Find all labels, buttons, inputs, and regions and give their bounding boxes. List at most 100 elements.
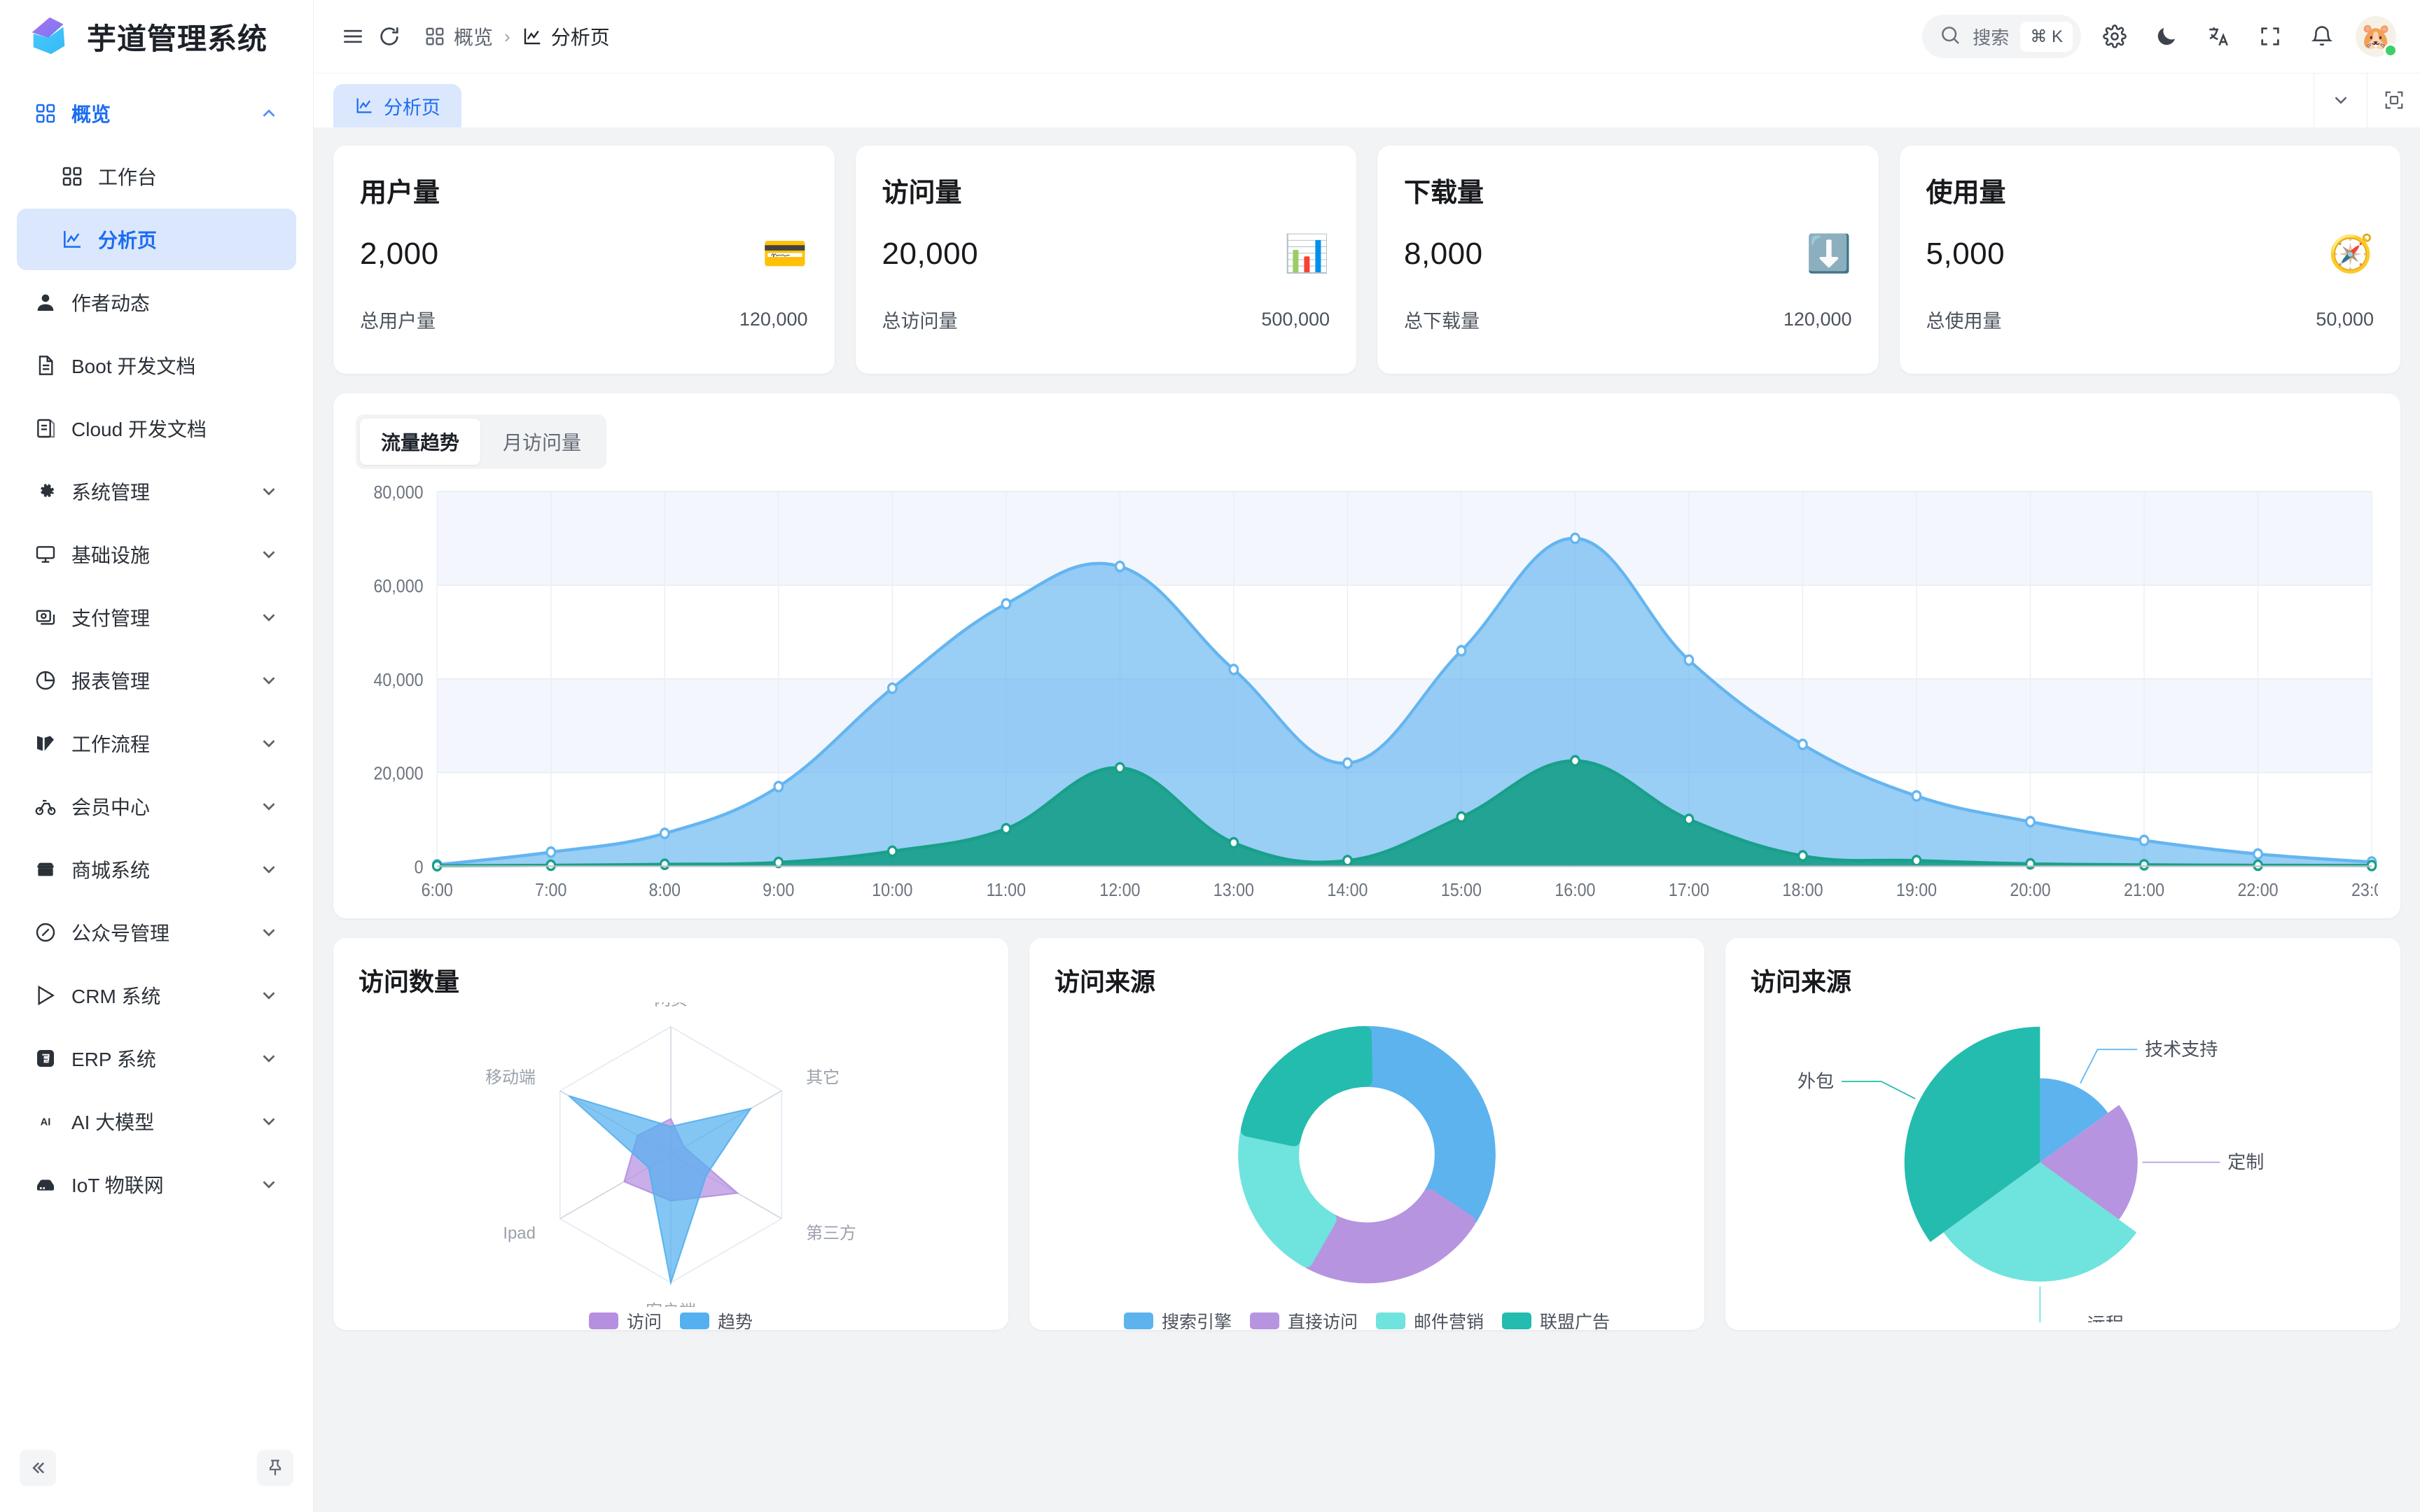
stat-card-usage: 使用量 5,000 🧭 总使用量 50,000 [1899, 146, 2400, 374]
chevron-down-icon [258, 1048, 279, 1069]
chevron-up-icon [258, 103, 279, 124]
sidebar-item-author-news[interactable]: 作者动态 [17, 272, 296, 333]
svg-text:21:00: 21:00 [2124, 881, 2164, 901]
hamburger-icon[interactable] [335, 18, 371, 55]
breadcrumb-item-analysis[interactable]: 分析页 [522, 22, 610, 50]
status-badge [2384, 43, 2398, 57]
fullscreen-icon[interactable] [2252, 18, 2288, 55]
ai-icon: AI [34, 1110, 57, 1133]
sidebar-item-analysis[interactable]: 分析页 [17, 209, 296, 270]
chevron-down-icon [258, 1111, 279, 1132]
gear-icon [34, 479, 57, 503]
svg-text:20,000: 20,000 [374, 764, 424, 784]
sidebar-item-iot[interactable]: IoT 物联网 [17, 1154, 296, 1215]
legend-item[interactable]: 联盟广告 [1502, 1308, 1610, 1334]
user-icon [34, 290, 57, 314]
chart-line-icon [60, 227, 84, 251]
chevron-down-icon [258, 922, 279, 943]
visit-source-rose-card: 访问来源 技术支持定制远程 外包 [1725, 938, 2400, 1330]
stat-footer: 总下载量 120,000 [1404, 306, 1852, 333]
sidebar-item-crm[interactable]: CRM 系统 [17, 965, 296, 1026]
logo-mark-icon [28, 15, 71, 58]
sidebar-item-label: IoT 物联网 [71, 1175, 164, 1196]
translate-icon[interactable] [2200, 18, 2237, 55]
pin-sidebar-button[interactable] [257, 1450, 293, 1486]
sidebar-item-overview[interactable]: 概览 [17, 83, 296, 144]
legend-item[interactable]: 邮件营销 [1376, 1308, 1484, 1334]
topbar-actions: 🐹 [2096, 16, 2398, 57]
visit-source-donut-card: 访问来源 搜索引擎 直接访问 [1029, 938, 1704, 1332]
svg-text:7:00: 7:00 [535, 881, 566, 901]
radar-legend: 访问 趋势 [359, 1307, 983, 1334]
sidebar-item-label: 公众号管理 [71, 923, 170, 944]
refresh-icon[interactable] [371, 18, 408, 55]
search-button[interactable]: 搜索 ⌘ K [1922, 15, 2081, 58]
chevron-down-icon [258, 733, 279, 754]
sidebar-item-workflow[interactable]: 工作流程 [17, 713, 296, 774]
stat-main-row: 5,000 🧭 [1926, 236, 2374, 272]
sidebar-item-infrastructure[interactable]: 基础设施 [17, 524, 296, 585]
legend-item[interactable]: 搜索引擎 [1123, 1308, 1232, 1334]
legend-swatch [1249, 1312, 1279, 1330]
chevron-down-icon [258, 670, 279, 691]
maximize-icon [2384, 90, 2405, 111]
tab-dropdown-button[interactable] [2314, 73, 2367, 127]
sidebar-item-payment[interactable]: 支付管理 [17, 587, 296, 648]
stat-main-row: 8,000 ⬇️ [1404, 236, 1852, 272]
page-content: 用户量 2,000 💳 总用户量 120,000 访问量 20,000 📊 [314, 127, 2420, 1512]
avatar[interactable]: 🐹 [2356, 16, 2398, 57]
sidebar-item-member[interactable]: 会员中心 [17, 776, 296, 837]
legend-swatch [1502, 1312, 1532, 1330]
svg-text:15:00: 15:00 [1441, 881, 1482, 901]
sidebar-item-erp[interactable]: ERP 系统 [17, 1028, 296, 1089]
svg-text:第三方: 第三方 [806, 1224, 856, 1243]
svg-text:10:00: 10:00 [872, 881, 912, 901]
bell-icon[interactable] [2304, 18, 2340, 55]
legend-item[interactable]: 访问 [588, 1308, 662, 1334]
search-shortcut: ⌘ K [2020, 21, 2073, 52]
gear-icon[interactable] [2096, 18, 2133, 55]
rose-pie-chart: 技术支持定制远程 外包 [1751, 1002, 2375, 1322]
sidebar-item-label: 工作台 [98, 167, 158, 188]
moon-icon[interactable] [2148, 18, 2185, 55]
bottom-charts-row: 访问数量 网页其它第三方客户端 Ipad 移动端 访问 趋势 [333, 938, 2400, 1332]
sidebar-item-report[interactable]: 报表管理 [17, 650, 296, 711]
docs-icon [34, 416, 57, 440]
sidebar-item-workbench[interactable]: 工作台 [17, 146, 296, 207]
payment-icon [34, 606, 57, 629]
credit-card-icon: 💳 [762, 234, 808, 274]
search-icon [1939, 24, 1961, 50]
stat-card-visits: 访问量 20,000 📊 总访问量 500,000 [855, 146, 1356, 374]
trend-tab-traffic[interactable]: 流量趋势 [360, 419, 481, 465]
sidebar-item-system[interactable]: 系统管理 [17, 461, 296, 522]
collapse-sidebar-button[interactable] [20, 1450, 56, 1486]
tab-analysis[interactable]: 分析页 [333, 84, 461, 127]
sidebar-item-boot-docs[interactable]: Boot 开发文档 [17, 335, 296, 396]
svg-text:23:00: 23:00 [2351, 881, 2378, 901]
stat-value: 2,000 [360, 237, 439, 271]
sidebar-item-label: 支付管理 [71, 608, 151, 629]
svg-text:定制: 定制 [2227, 1152, 2264, 1172]
app-logo[interactable]: 芋道管理系统 [0, 0, 313, 73]
bike-icon [34, 794, 57, 818]
visit-count-card: 访问数量 网页其它第三方客户端 Ipad 移动端 访问 趋势 [333, 938, 1008, 1332]
stat-title: 访问量 [882, 178, 962, 208]
trend-tab-monthly[interactable]: 月访问量 [503, 432, 582, 454]
stat-foot-value: 50,000 [2316, 309, 2374, 330]
svg-text:20:00: 20:00 [2010, 881, 2050, 901]
legend-item[interactable]: 直接访问 [1249, 1308, 1358, 1334]
legend-swatch [1376, 1312, 1405, 1330]
tab-maximize-button[interactable] [2367, 73, 2420, 127]
legend-label: 趋势 [718, 1312, 753, 1333]
breadcrumb-item-overview[interactable]: 概览 [424, 22, 493, 50]
legend-item[interactable]: 趋势 [680, 1308, 753, 1334]
sidebar-item-ai[interactable]: AI AI 大模型 [17, 1091, 296, 1152]
legend-label: 邮件营销 [1414, 1312, 1484, 1333]
sidebar-item-cloud-docs[interactable]: Cloud 开发文档 [17, 398, 296, 459]
stat-card-users: 用户量 2,000 💳 总用户量 120,000 [333, 146, 835, 374]
sidebar-item-mall[interactable]: 商城系统 [17, 839, 296, 900]
sidebar-item-official-account[interactable]: 公众号管理 [17, 902, 296, 963]
stat-foot-value: 120,000 [1783, 309, 1852, 330]
compass-icon: 🧭 [2328, 234, 2374, 274]
